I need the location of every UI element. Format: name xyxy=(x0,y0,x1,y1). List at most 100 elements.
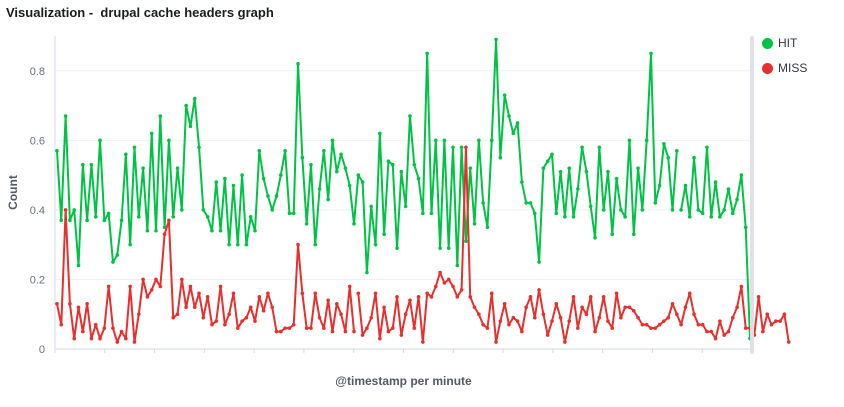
data-point-hit xyxy=(421,211,425,216)
data-point-hit xyxy=(606,169,610,174)
data-point-miss xyxy=(223,322,227,327)
data-point-hit xyxy=(270,208,275,212)
data-point-miss xyxy=(597,315,602,320)
data-point-miss xyxy=(683,305,688,310)
data-point-hit xyxy=(343,166,348,170)
data-point-miss xyxy=(214,319,219,323)
y-axis-title: Count xyxy=(6,175,20,210)
data-point-hit xyxy=(227,242,231,247)
data-point-hit xyxy=(687,215,692,219)
data-point-hit xyxy=(692,155,696,160)
data-point-hit xyxy=(373,242,378,247)
data-point-miss xyxy=(136,312,141,317)
data-point-hit xyxy=(670,208,675,212)
data-point-hit xyxy=(223,176,227,181)
data-point-hit xyxy=(528,201,533,205)
data-point-hit xyxy=(696,208,701,212)
data-point-hit xyxy=(743,225,748,230)
data-point-hit xyxy=(378,131,382,136)
data-point-hit xyxy=(188,124,193,129)
data-point-miss xyxy=(631,308,636,313)
data-point-miss xyxy=(765,312,770,317)
data-point-miss xyxy=(653,326,658,330)
data-point-miss xyxy=(713,336,718,341)
data-point-hit xyxy=(167,138,171,143)
data-point-hit xyxy=(59,218,64,223)
data-point-miss xyxy=(248,305,253,310)
legend-dot-hit xyxy=(762,37,773,49)
data-point-hit xyxy=(93,215,98,219)
data-point-miss xyxy=(640,322,645,327)
data-point-hit xyxy=(132,145,137,150)
data-point-miss xyxy=(72,336,77,341)
data-point-hit xyxy=(433,138,438,143)
data-point-miss xyxy=(416,295,421,299)
data-point-miss xyxy=(662,319,666,323)
data-point-miss xyxy=(726,329,731,334)
data-point-hit xyxy=(623,215,627,219)
data-point-miss xyxy=(197,291,201,296)
data-point-miss xyxy=(709,329,714,334)
data-point-miss xyxy=(218,284,223,289)
data-point-miss xyxy=(687,291,692,296)
data-point-miss xyxy=(446,277,451,282)
data-point-hit xyxy=(588,204,593,209)
data-point-hit xyxy=(231,183,236,188)
data-point-miss xyxy=(494,340,498,344)
data-point-hit xyxy=(360,180,365,184)
data-point-miss xyxy=(235,326,240,330)
data-point-hit xyxy=(63,114,68,118)
data-point-miss xyxy=(563,340,567,344)
data-point-hit xyxy=(709,215,714,219)
legend-scrollbar[interactable] xyxy=(750,36,754,354)
data-point-miss xyxy=(481,322,485,327)
legend-item-miss[interactable]: MISS xyxy=(762,59,807,77)
data-point-miss xyxy=(498,319,503,323)
data-point-miss xyxy=(167,218,171,223)
data-point-miss xyxy=(85,301,89,306)
data-point-miss xyxy=(528,295,533,299)
data-point-hit xyxy=(481,201,485,205)
data-point-hit xyxy=(55,148,59,153)
data-point-hit xyxy=(352,222,356,226)
legend-item-hit[interactable]: HIT xyxy=(762,34,807,52)
data-point-miss xyxy=(81,329,85,334)
data-point-hit xyxy=(455,263,460,268)
data-point-hit xyxy=(128,242,132,247)
data-point-hit xyxy=(636,166,640,170)
data-point-miss xyxy=(489,291,494,296)
data-point-hit xyxy=(334,169,339,174)
data-point-miss xyxy=(472,305,477,310)
data-point-miss xyxy=(124,336,128,341)
data-point-hit xyxy=(339,152,343,157)
data-point-miss xyxy=(774,319,778,323)
data-point-hit xyxy=(567,166,572,170)
data-point-miss xyxy=(550,319,554,323)
visualization-title: Visualization - drupal cache headers gra… xyxy=(6,5,274,20)
data-point-miss xyxy=(705,329,709,334)
data-point-miss xyxy=(76,305,81,310)
data-point-hit xyxy=(657,183,662,188)
data-point-hit xyxy=(304,222,309,226)
data-point-miss xyxy=(769,322,774,327)
data-point-hit xyxy=(283,148,287,153)
data-point-hit xyxy=(520,180,524,184)
data-point-hit xyxy=(235,242,240,247)
data-point-hit xyxy=(498,155,503,160)
data-point-hit xyxy=(739,173,744,177)
data-point-miss xyxy=(253,319,257,323)
data-point-miss xyxy=(390,326,395,330)
data-point-hit xyxy=(507,114,511,118)
series-line-hit xyxy=(56,38,751,339)
data-point-hit xyxy=(274,194,279,198)
series-layer xyxy=(55,37,791,344)
data-point-miss xyxy=(386,329,391,334)
data-point-hit xyxy=(679,208,683,212)
data-point-miss xyxy=(442,281,447,285)
data-point-miss xyxy=(455,295,460,299)
data-point-hit xyxy=(68,218,72,223)
data-point-hit xyxy=(266,194,270,198)
data-point-miss xyxy=(326,298,330,303)
data-point-miss xyxy=(339,312,343,317)
data-point-miss xyxy=(601,295,606,299)
